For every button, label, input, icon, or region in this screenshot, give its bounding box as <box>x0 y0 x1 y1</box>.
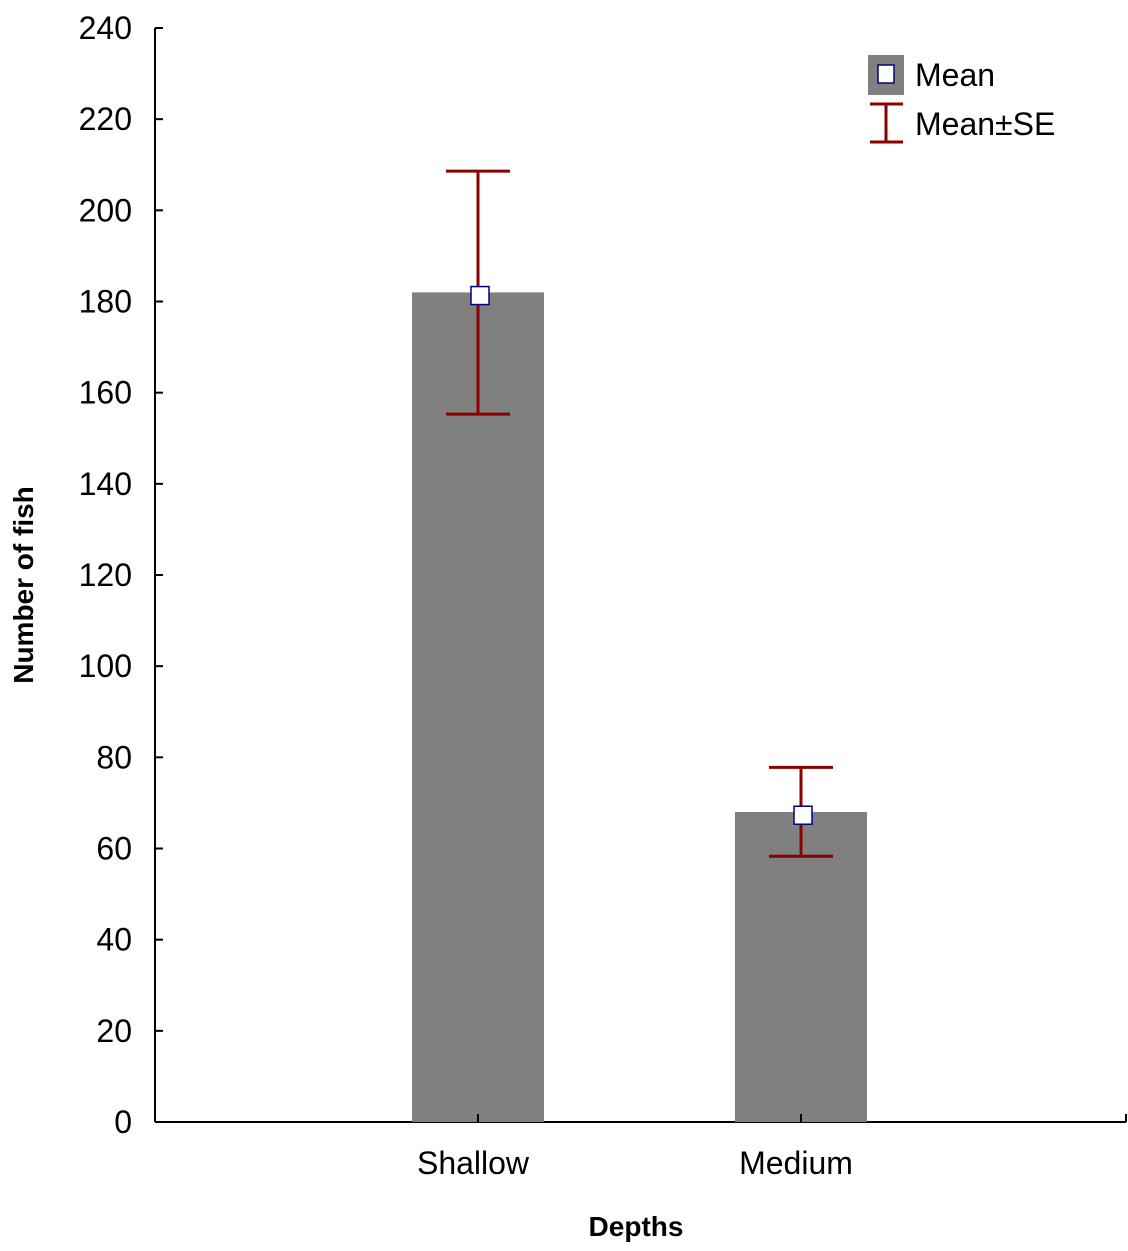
y-tick-label: 200 <box>79 192 132 228</box>
y-tick-label: 80 <box>96 739 132 775</box>
y-tick-label: 20 <box>96 1013 132 1049</box>
y-ticks: 0 20 40 60 80 100 120 140 160 180 200 220 240 <box>79 10 163 1140</box>
y-tick-label: 240 <box>79 10 132 46</box>
y-tick-label: 40 <box>96 922 132 958</box>
y-tick-label: 120 <box>79 557 132 593</box>
legend-se-label: Mean±SE <box>915 106 1055 142</box>
mean-marker-shallow <box>470 285 490 306</box>
y-tick-label: 180 <box>79 284 132 320</box>
y-axis-title: Number of fish <box>8 486 39 684</box>
legend-mean-label: Mean <box>915 57 995 93</box>
legend-mean-marker <box>877 64 895 84</box>
bars <box>412 292 867 1123</box>
bar-shallow <box>412 292 544 1123</box>
legend: Mean Mean±SE <box>868 55 1055 144</box>
y-tick-label: 140 <box>79 466 132 502</box>
mean-marker-medium <box>793 805 813 825</box>
y-tick-label: 60 <box>96 831 132 867</box>
y-tick-label: 0 <box>114 1104 132 1140</box>
y-tick-label: 220 <box>79 101 132 137</box>
axes <box>154 28 1127 1123</box>
bar-medium <box>735 812 867 1122</box>
legend-se-icon <box>870 102 903 144</box>
y-tick-label: 100 <box>79 648 132 684</box>
x-tick-label-shallow: Shallow <box>417 1145 530 1181</box>
x-ticks: Shallow Medium <box>417 1114 853 1181</box>
mean-markers <box>470 285 813 825</box>
y-tick-label: 160 <box>79 375 132 411</box>
x-tick-label-medium: Medium <box>739 1145 853 1181</box>
x-axis-title: Depths <box>589 1211 684 1242</box>
